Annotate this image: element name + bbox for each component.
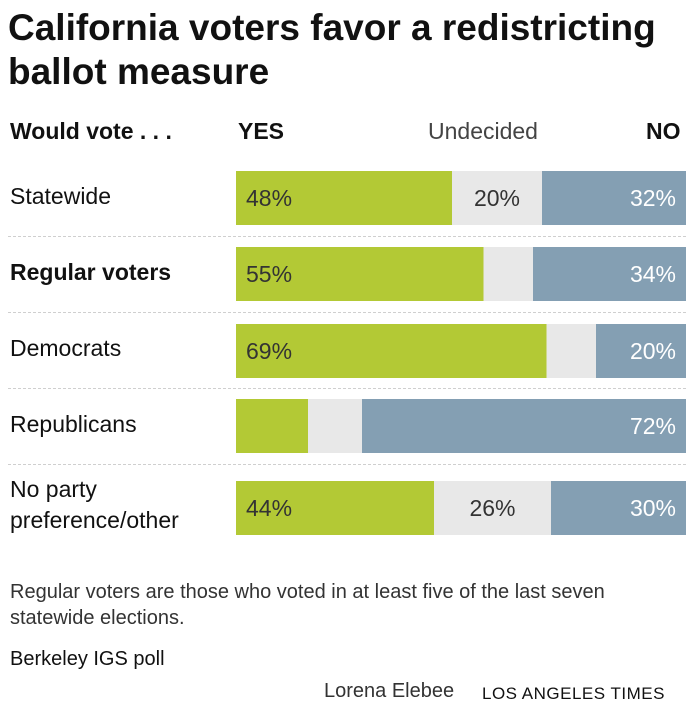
data-label-no-regular-voters: 34%	[629, 261, 676, 287]
bar-yes-republicans	[236, 399, 308, 453]
bar-undecided-statewide	[452, 171, 542, 225]
bar-no-republicans	[362, 399, 686, 453]
chart-title: California voters favor a redistricting …	[8, 7, 656, 92]
bar-yes-no-party-preference-other	[236, 481, 434, 535]
row-divider	[8, 312, 686, 313]
bar-undecided-regular-voters	[483, 247, 533, 301]
source: Berkeley IGS poll	[10, 648, 165, 670]
stacked-bar-chart	[236, 171, 686, 535]
data-label-yes-no-party-preference-other: 44%	[246, 495, 293, 521]
row-divider	[8, 464, 686, 465]
bar-no-democrats	[596, 324, 686, 378]
data-label-yes-regular-voters: 55%	[246, 261, 293, 287]
data-label-no-statewide: 32%	[629, 185, 676, 211]
row-label-no-party-line2: preference/other	[10, 507, 179, 533]
row-label-democrats: Democrats	[10, 335, 122, 361]
row-label-republicans: Republicans	[10, 411, 137, 437]
data-label-no-no-party-preference-other: 30%	[629, 495, 676, 521]
yes-header: YES	[238, 118, 285, 144]
bar-yes-regular-voters	[236, 247, 484, 301]
bar-yes-statewide	[236, 171, 452, 225]
bar-no-regular-voters	[533, 247, 686, 301]
footnote: Regular voters are those who voted in at…	[10, 581, 605, 629]
group-header: Would vote . . .	[10, 118, 172, 144]
row-divider	[8, 236, 686, 237]
data-label-undecided-statewide: 20%	[473, 185, 521, 211]
data-label-yes-democrats: 69%	[246, 338, 293, 364]
bar-undecided-no-party-preference-other	[434, 481, 551, 535]
no-header: NO	[646, 118, 681, 144]
bar-undecided-democrats	[546, 324, 596, 378]
undecided-header: Undecided	[428, 118, 538, 144]
bar-no-no-party-preference-other	[551, 481, 686, 535]
data-label-yes-statewide: 48%	[246, 185, 293, 211]
row-label-regular-voters: Regular voters	[10, 259, 172, 285]
bar-no-statewide	[542, 171, 686, 225]
bar-yes-democrats	[236, 324, 547, 378]
data-label-no-republicans: 72%	[629, 413, 676, 439]
row-divider	[8, 388, 686, 389]
row-label-statewide: Statewide	[10, 183, 112, 209]
data-label-undecided-no-party-preference-other: 26%	[469, 495, 516, 521]
data-label-no-democrats: 20%	[629, 338, 676, 364]
row-label-no-party-line1: No party	[10, 476, 97, 502]
credit-org: LOS ANGELES TIMES	[482, 684, 665, 703]
credit-author: Lorena Elebee	[324, 680, 455, 702]
bar-undecided-republicans	[308, 399, 362, 453]
